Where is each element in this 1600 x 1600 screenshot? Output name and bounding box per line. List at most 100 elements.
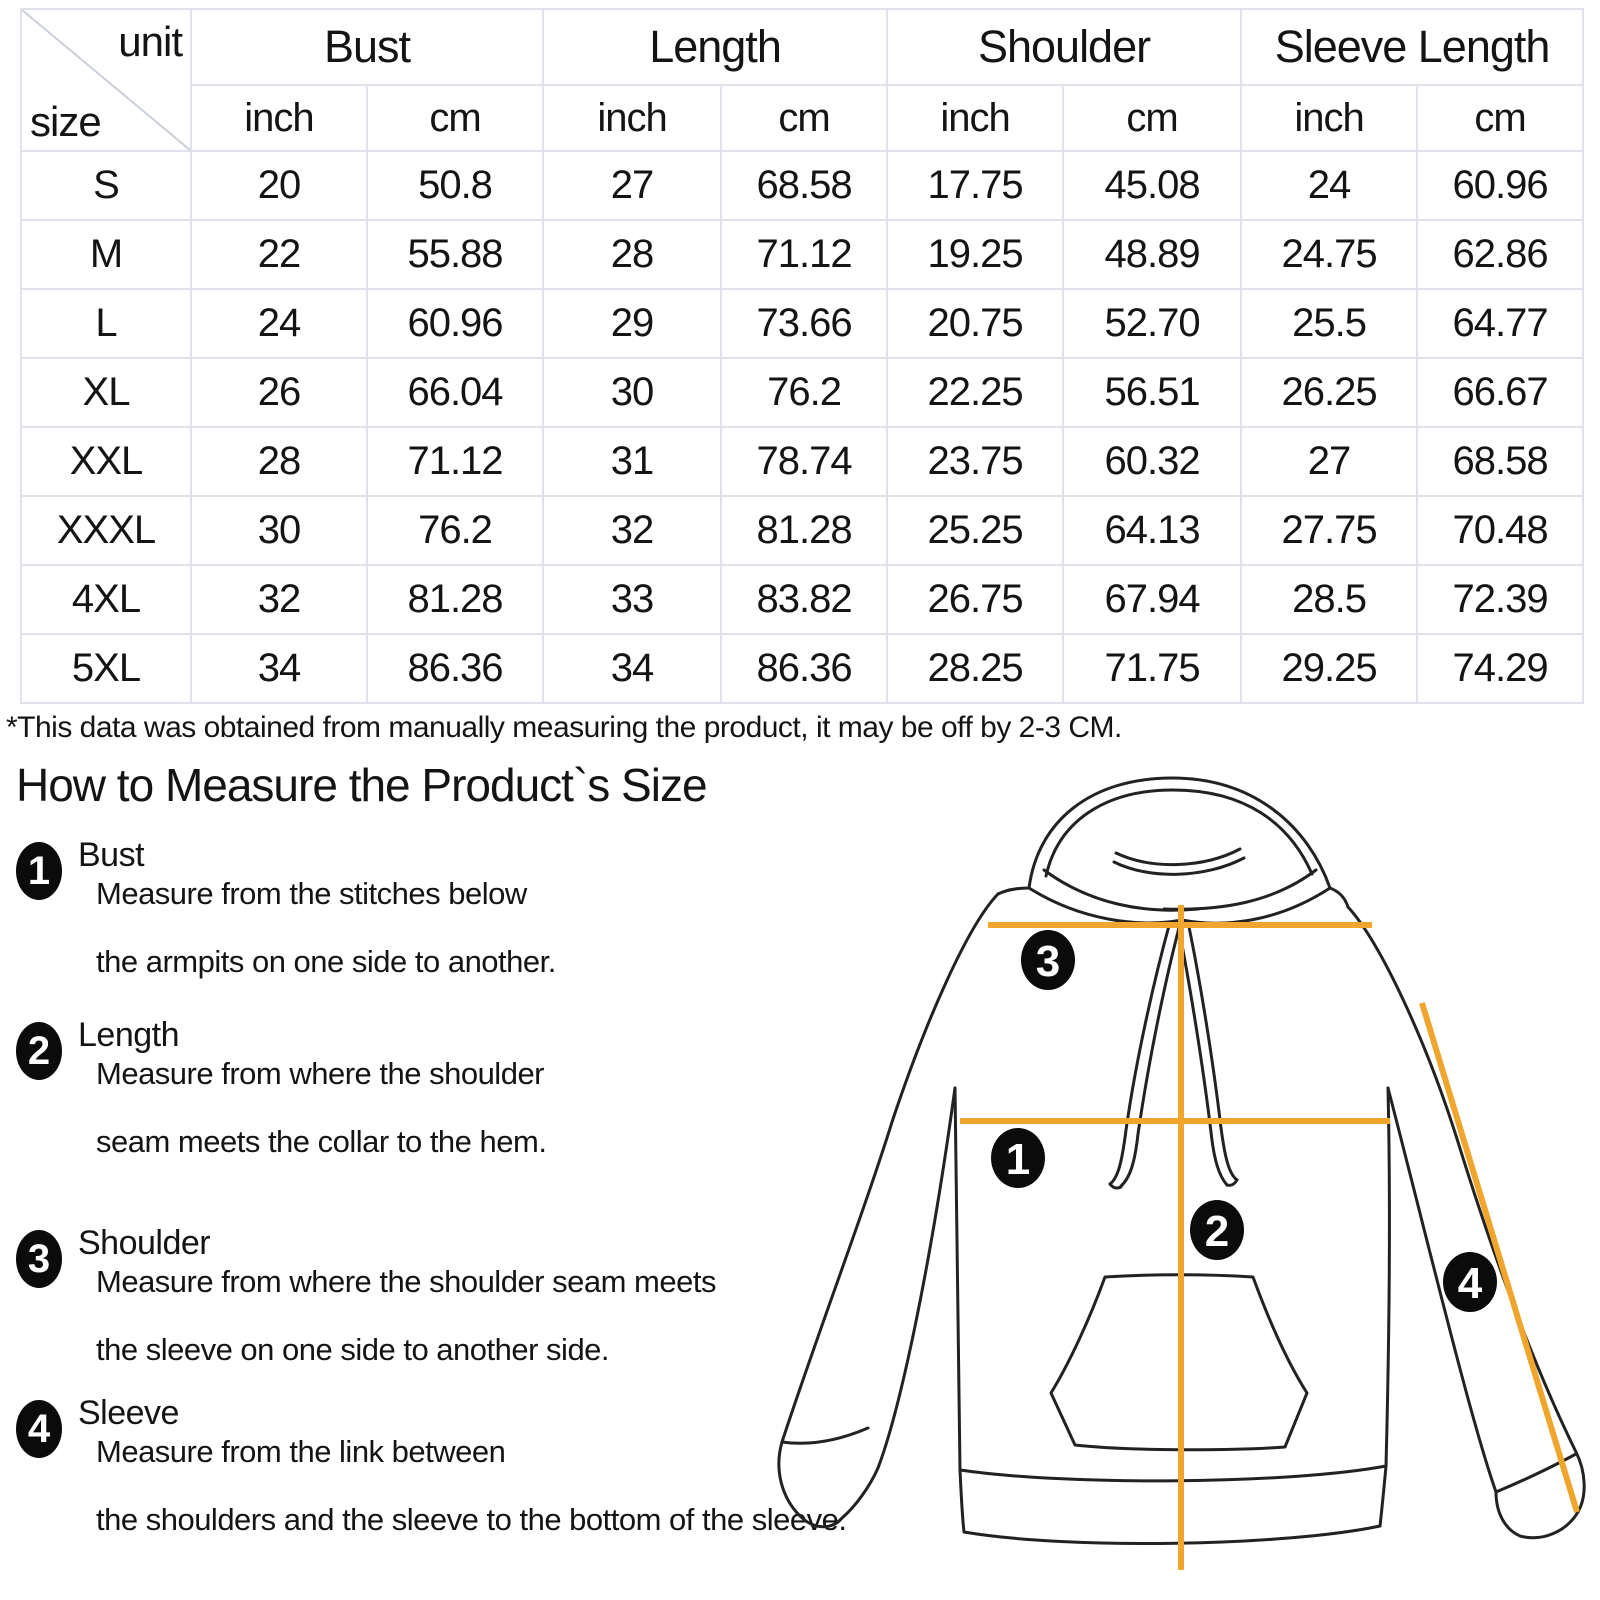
shoulder-inch-cell: 22.25 bbox=[886, 357, 1065, 428]
hood-back-rim-line-1 bbox=[1112, 856, 1246, 876]
hood-outer-outline bbox=[1027, 776, 1332, 890]
sleeve-cm-cell: 64.77 bbox=[1416, 288, 1585, 359]
length-cm-cell: 86.36 bbox=[720, 633, 889, 704]
sleeve-cm-cell: 70.48 bbox=[1416, 495, 1585, 566]
howto-shoulder-line1: Measure from where the shoulder seam mee… bbox=[96, 1264, 716, 1299]
shoulder-inch-cell: 17.75 bbox=[886, 150, 1065, 221]
bust-inch-cell: 20 bbox=[190, 150, 368, 221]
length-cm-cell: 78.74 bbox=[720, 426, 889, 497]
bust-cm-cell: 60.96 bbox=[365, 288, 545, 359]
length-inch-cell: 30 bbox=[542, 357, 723, 428]
bust-cm-cell: 66.04 bbox=[365, 357, 545, 428]
unit-header-bust-cm: cm bbox=[365, 84, 545, 152]
shoulder-seam-left bbox=[996, 886, 1031, 896]
shoulder-inch-cell: 28.25 bbox=[886, 633, 1065, 704]
table-row: XXL 28 71.12 31 78.74 23.75 60.32 27 68.… bbox=[20, 426, 1585, 497]
table-row: 4XL 32 81.28 33 83.82 26.75 67.94 28.5 7… bbox=[20, 564, 1585, 635]
unit-header-shoulder-cm: cm bbox=[1062, 84, 1243, 152]
unit-header-shoulder-inch: inch bbox=[886, 84, 1065, 152]
sleeve-cm-cell: 68.58 bbox=[1416, 426, 1585, 497]
sleeve-cm-cell: 66.67 bbox=[1416, 357, 1585, 428]
howto-bust-line1: Measure from the stitches below bbox=[96, 876, 527, 911]
hoodie-illustration: 3 1 2 4 bbox=[777, 776, 1586, 1570]
shoulder-cm-cell: 56.51 bbox=[1062, 357, 1243, 428]
corner-diagonal-line bbox=[23, 11, 189, 149]
step-3-badge: 3 bbox=[16, 1230, 62, 1288]
hoodie-measurement-diagram: 3 1 2 4 bbox=[730, 770, 1600, 1600]
shoulder-inch-cell: 23.75 bbox=[886, 426, 1065, 497]
sleeve-cm-cell: 62.86 bbox=[1416, 219, 1585, 290]
sleeve-inch-cell: 27 bbox=[1240, 426, 1419, 497]
length-cm-cell: 68.58 bbox=[720, 150, 889, 221]
drawstring-left-tip bbox=[1108, 1182, 1123, 1190]
sleeve-inch-cell: 28.5 bbox=[1240, 564, 1419, 635]
unit-header-sleeve-inch: inch bbox=[1240, 84, 1419, 152]
step-1-number: 1 bbox=[27, 848, 51, 893]
group-header-shoulder: Shoulder bbox=[886, 8, 1243, 86]
hem-band-bottom bbox=[962, 1524, 1382, 1545]
shoulder-inch-cell: 19.25 bbox=[886, 219, 1065, 290]
step-2-badge: 2 bbox=[16, 1022, 62, 1080]
howto-length-line2: seam meets the collar to the hem. bbox=[96, 1124, 547, 1159]
sleeve-right-outline bbox=[1346, 905, 1586, 1540]
howto-content-bust: Bust Measure from the stitches below the… bbox=[78, 836, 556, 982]
section-heading: How to Measure the Product`s Size bbox=[16, 759, 708, 811]
step-2-number: 2 bbox=[27, 1028, 51, 1073]
howto-content-shoulder: Shoulder Measure from where the shoulder… bbox=[78, 1224, 716, 1370]
bust-inch-cell: 24 bbox=[190, 288, 368, 359]
collar-right-fold-upper bbox=[1162, 868, 1318, 911]
drawstring-right-line-2 bbox=[1176, 922, 1229, 1187]
length-cm-cell: 76.2 bbox=[720, 357, 889, 428]
length-inch-cell: 28 bbox=[542, 219, 723, 290]
table-group-header-row: unit size Bust Length Shoulder Sleeve Le… bbox=[20, 8, 1585, 152]
table-unit-header-row: inch cm inch cm inch cm inch cm bbox=[21, 84, 1585, 152]
length-inch-cell: 34 bbox=[542, 633, 723, 704]
table-row: L 24 60.96 29 73.66 20.75 52.70 25.5 64.… bbox=[20, 288, 1585, 359]
length-inch-cell: 27 bbox=[542, 150, 723, 221]
table-row: 5XL 34 86.36 34 86.36 28.25 71.75 29.25 … bbox=[20, 633, 1585, 704]
hood-inner-outline bbox=[1044, 788, 1314, 878]
step-3-number: 3 bbox=[27, 1236, 51, 1281]
hem-band-left-edge bbox=[958, 1468, 966, 1534]
sleeve-inch-cell: 24.75 bbox=[1240, 219, 1419, 290]
marker-1: 1 bbox=[991, 1128, 1045, 1188]
size-cell: M bbox=[20, 219, 192, 290]
howto-label-bust: Bust bbox=[78, 836, 145, 874]
bust-inch-cell: 34 bbox=[190, 633, 368, 704]
shoulder-cm-cell: 48.89 bbox=[1062, 219, 1243, 290]
size-cell: XXL bbox=[20, 426, 192, 497]
sleeve-inch-cell: 26.25 bbox=[1240, 357, 1419, 428]
table-row: M 22 55.88 28 71.12 19.25 48.89 24.75 62… bbox=[20, 219, 1585, 290]
bust-cm-cell: 50.8 bbox=[365, 150, 545, 221]
size-cell: XXXL bbox=[20, 495, 192, 566]
step-4-badge: 4 bbox=[16, 1400, 62, 1458]
size-cell: L bbox=[20, 288, 192, 359]
group-header-bust: Bust bbox=[189, 8, 545, 86]
hem-band-top bbox=[958, 1464, 1388, 1483]
drawstring-right-tip bbox=[1225, 1178, 1239, 1187]
table-row: S 20 50.8 27 68.58 17.75 45.08 24 60.96 bbox=[20, 150, 1585, 221]
bust-inch-cell: 30 bbox=[190, 495, 368, 566]
howto-item-sleeve: 4 Sleeve Measure from the link between t… bbox=[16, 1394, 847, 1540]
sleeve-inch-cell: 29.25 bbox=[1240, 633, 1419, 704]
bust-inch-cell: 22 bbox=[190, 219, 368, 290]
drawstring-right-line-1 bbox=[1186, 920, 1239, 1182]
length-inch-cell: 33 bbox=[542, 564, 723, 635]
shoulder-cm-cell: 71.75 bbox=[1062, 633, 1243, 704]
length-inch-cell: 29 bbox=[542, 288, 723, 359]
marker-2: 2 bbox=[1190, 1200, 1244, 1260]
drawstring-left-line-1 bbox=[1108, 920, 1172, 1186]
sleeve-cm-cell: 72.39 bbox=[1416, 564, 1585, 635]
howto-content-length: Length Measure from where the shoulder s… bbox=[78, 1016, 547, 1162]
group-header-length: Length bbox=[542, 8, 889, 86]
shoulder-cm-cell: 67.94 bbox=[1062, 564, 1243, 635]
collar-left-fold-upper bbox=[1042, 868, 1200, 912]
howto-sleeve-line2: the shoulders and the sleeve to the bott… bbox=[96, 1502, 847, 1537]
size-chart-table: unit size Bust Length Shoulder Sleeve Le… bbox=[20, 8, 1585, 704]
hood-back-rim-line-2 bbox=[1114, 847, 1242, 866]
howto-label-sleeve: Sleeve bbox=[78, 1394, 179, 1432]
howto-sleeve-line1: Measure from the link between bbox=[96, 1434, 506, 1469]
step-1-badge: 1 bbox=[16, 842, 62, 900]
howto-label-shoulder: Shoulder bbox=[78, 1224, 211, 1262]
marker-4-number: 4 bbox=[1458, 1259, 1483, 1308]
